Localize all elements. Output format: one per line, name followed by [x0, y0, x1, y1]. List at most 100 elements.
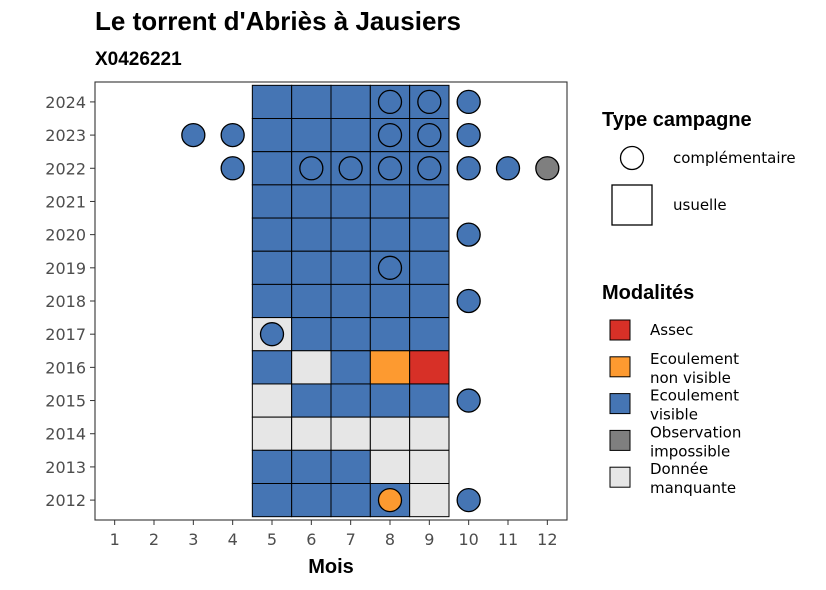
cell-2012-5	[251, 483, 293, 518]
cell-2014-7	[330, 416, 371, 451]
point-2012-10	[456, 487, 481, 513]
y-tick-label-2018: 2018	[45, 292, 86, 311]
point-2023-3	[181, 122, 206, 148]
y-tick-label-2024: 2024	[45, 93, 86, 112]
point-2024-10	[456, 89, 481, 115]
cell-2013-8	[369, 449, 411, 484]
cell-2020-6	[291, 217, 332, 252]
legend-type-label-usuelle: usuelle	[673, 196, 727, 214]
cell-2021-7	[330, 184, 371, 219]
point-2023-4	[220, 122, 245, 148]
x-tick-label-9: 9	[424, 530, 434, 549]
cell-2015-6	[291, 383, 332, 418]
point-2022-11	[495, 156, 521, 181]
cell-2012-9	[409, 483, 450, 518]
legend-type-key-usuelle	[611, 184, 653, 226]
y-tick-label-2023: 2023	[45, 126, 86, 145]
point-2023-8	[377, 122, 403, 148]
legend-type-label-complementaire: complémentaire	[673, 149, 796, 167]
cell-2014-9	[409, 416, 450, 451]
point-2023-9	[417, 122, 442, 148]
x-tick-label-8: 8	[385, 530, 395, 549]
cell-2017-9	[409, 317, 450, 352]
cell-2019-9	[409, 250, 450, 285]
x-tick-label-10: 10	[458, 530, 478, 549]
x-tick-label-2: 2	[149, 530, 159, 549]
x-tick-label-3: 3	[188, 530, 198, 549]
cell-2014-5	[251, 416, 293, 451]
legend-key-ecoulement-non-visible	[609, 356, 631, 378]
chart-subtitle: X0426221	[95, 49, 182, 70]
y-tick-label-2016: 2016	[45, 358, 86, 377]
legend-modalities: Modalités Assec Ecoulement non visibleEcoul…	[602, 282, 741, 497]
complementary-points	[181, 89, 560, 513]
cell-2021-5	[251, 184, 293, 219]
cell-2020-8	[369, 217, 411, 252]
legend-key-observation-impossible	[609, 429, 631, 451]
cell-2014-8	[369, 416, 411, 451]
cell-2015-9	[409, 383, 450, 418]
cell-2018-6	[291, 283, 332, 319]
y-tick-label-2017: 2017	[45, 325, 86, 344]
point-2022-12	[535, 156, 560, 181]
cell-2012-6	[291, 483, 332, 518]
point-2024-9	[417, 89, 442, 115]
cell-2021-6	[291, 184, 332, 219]
cell-2017-6	[291, 317, 332, 352]
cell-2013-7	[330, 449, 371, 484]
point-2022-10	[456, 156, 481, 181]
cell-2021-9	[409, 184, 450, 219]
x-tick-label-4: 4	[228, 530, 238, 549]
y-tick-label-2014: 2014	[45, 425, 86, 444]
y-tick-label-2020: 2020	[45, 226, 86, 245]
y-tick-label-2019: 2019	[45, 259, 86, 278]
legend-label-observation-impossible: Observation impossible	[650, 423, 741, 460]
x-tick-label-12: 12	[537, 530, 557, 549]
cell-2015-8	[369, 383, 411, 418]
legend-label-donnee-manquante: Donnée manquante	[650, 460, 736, 497]
usual-cells	[251, 84, 450, 518]
y-tick-label-2013: 2013	[45, 458, 86, 477]
cell-2013-9	[409, 449, 450, 484]
point-2017-5	[259, 322, 285, 347]
legend-type-key-complementaire	[619, 145, 645, 171]
cell-2020-7	[330, 217, 371, 252]
y-tick-label-2021: 2021	[45, 192, 86, 211]
x-tick-label-5: 5	[267, 530, 277, 549]
cell-2019-5	[251, 250, 293, 285]
legend-key-assec	[609, 319, 631, 341]
cell-2017-7	[330, 317, 371, 352]
legend-type-title: Type campagne	[602, 109, 752, 131]
cell-2013-5	[251, 449, 293, 484]
cell-2015-7	[330, 383, 371, 418]
cell-2020-5	[251, 217, 293, 252]
cell-2016-6	[291, 350, 332, 385]
cell-2012-7	[330, 483, 371, 518]
y-tick-label-2015: 2015	[45, 392, 86, 411]
cell-2016-7	[330, 350, 371, 385]
point-2022-8	[377, 156, 403, 181]
legend-campaign-type: Type campagne complémentaire usuelle	[602, 109, 796, 226]
cell-2013-6	[291, 449, 332, 484]
legend-key-ecoulement-visible	[609, 393, 631, 415]
cell-2019-7	[330, 250, 371, 285]
point-2012-8	[377, 487, 403, 513]
cell-2014-6	[291, 416, 332, 451]
point-2022-9	[417, 156, 442, 181]
cell-2019-6	[291, 250, 332, 285]
cell-2016-8	[369, 350, 411, 385]
cell-2018-9	[409, 283, 450, 319]
point-2022-4	[220, 156, 245, 181]
x-tick-label-6: 6	[306, 530, 316, 549]
x-axis-title: Mois	[308, 556, 354, 578]
cell-2020-9	[409, 217, 450, 252]
legend-key-donnee-manquante	[609, 466, 631, 488]
point-2023-10	[456, 122, 481, 148]
point-2019-8	[377, 255, 403, 280]
y-tick-label-2012: 2012	[45, 491, 86, 510]
chart-title: Le torrent d'Abriès à Jausiers	[95, 6, 461, 36]
cell-2021-8	[369, 184, 411, 219]
cell-2016-5	[251, 350, 293, 385]
x-axis: 1 2 3 4 5 6 7 8 9 10 11 12	[110, 520, 558, 549]
